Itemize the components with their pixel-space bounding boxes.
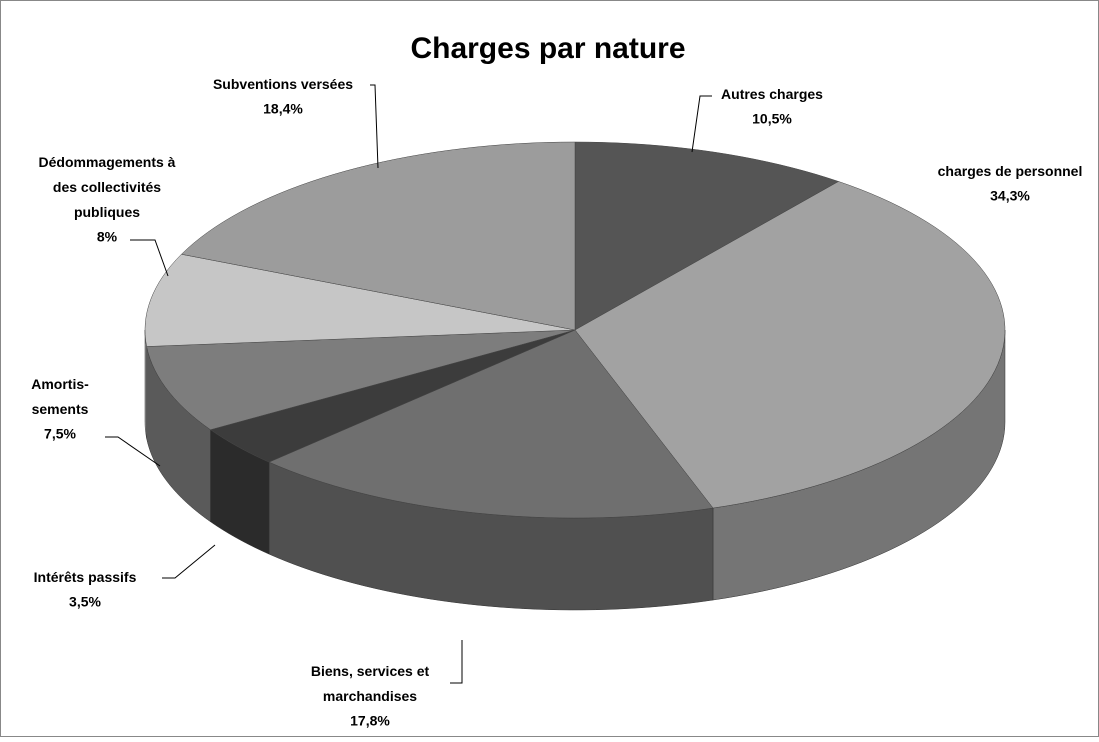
- category-label: Intérêts passifs: [34, 569, 137, 585]
- slice: [574, 141, 840, 331]
- value-label: 18,4%: [263, 101, 303, 117]
- chart-title: Charges par nature: [410, 32, 685, 65]
- leader-line: [450, 640, 463, 684]
- leader-line: [691, 95, 712, 153]
- leader-line: [370, 84, 379, 169]
- slice: [146, 329, 576, 431]
- value-label: 17,8%: [350, 713, 390, 729]
- slice: [144, 253, 576, 347]
- leader-line: [162, 544, 216, 579]
- value-label: 10,5%: [752, 111, 792, 127]
- pie: [144, 141, 1006, 611]
- slice: [268, 329, 714, 519]
- leader-line: [105, 436, 161, 467]
- slice: [574, 181, 1006, 509]
- category-label: Biens, services et marchandises: [311, 663, 430, 704]
- slice: [180, 141, 576, 331]
- category-label: Autres charges: [721, 86, 823, 102]
- value-label: 34,3%: [990, 188, 1030, 204]
- category-label: Dédommagements à des collectivités publiqu…: [39, 154, 176, 220]
- labels: Autres charges 10,5% charges de personnel 3…: [31, 76, 1082, 729]
- value-label: 7,5%: [44, 426, 76, 442]
- value-label: 8%: [97, 229, 118, 245]
- category-label: charges de personnel: [938, 163, 1083, 179]
- value-label: 3,5%: [69, 594, 101, 610]
- leader-line: [130, 239, 169, 277]
- slice: [209, 329, 576, 463]
- category-label: Subventions versées: [213, 76, 353, 92]
- category-label: Amortis-sements: [31, 376, 89, 417]
